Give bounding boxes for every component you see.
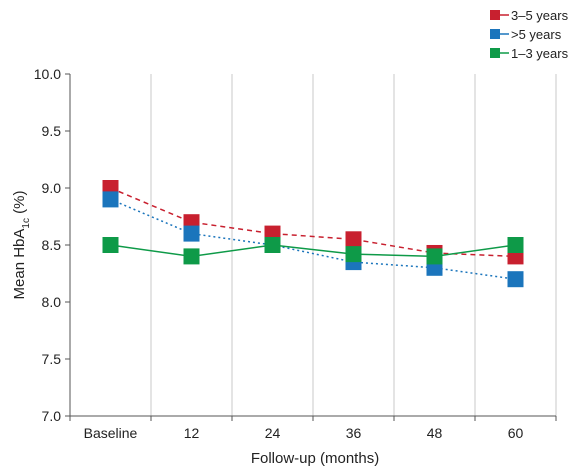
data-point-3-5-years: [346, 231, 362, 247]
y-tick-label: 7.0: [42, 408, 62, 424]
y-tick-label: 9.5: [42, 123, 62, 139]
y-tick-label: 8.0: [42, 294, 62, 310]
x-tick-label: 12: [184, 425, 200, 441]
x-tick-label: 36: [346, 425, 362, 441]
x-tick-label: 24: [265, 425, 281, 441]
y-axis-ticks: 7.0 7.5 8.0 8.5 9.0 9.5 10.0: [34, 66, 70, 424]
data-point-1-3-years: [427, 248, 443, 264]
y-tick-label: 9.0: [42, 180, 62, 196]
data-point-1-3-years: [103, 237, 119, 253]
data-point-1-3-years: [184, 248, 200, 264]
legend-label-5-years: >5 years: [511, 27, 562, 42]
y-axis-title-subscript: 1c: [21, 218, 32, 229]
data-point-1-3-years: [265, 237, 281, 253]
data-point-1-3-years: [508, 237, 524, 253]
data-point-5-years: [184, 226, 200, 242]
y-tick-label: 10.0: [34, 66, 61, 82]
x-tick-label: Baseline: [84, 425, 138, 441]
legend-label-1-3-years: 1–3 years: [511, 46, 569, 61]
x-tick-label: 48: [427, 425, 443, 441]
legend-marker-5-years: [490, 29, 500, 39]
y-tick-label: 7.5: [42, 351, 62, 367]
x-tick-label: 60: [508, 425, 524, 441]
y-tick-label: 8.5: [42, 237, 62, 253]
legend: 3–5 years >5 years 1–3 years: [490, 8, 569, 61]
y-axis-title-unit: (%): [11, 191, 28, 219]
legend-marker-3-5-years: [490, 10, 500, 20]
legend-marker-1-3-years: [490, 48, 500, 58]
x-axis-title: Follow-up (months): [251, 450, 379, 467]
data-point-5-years: [508, 271, 524, 287]
legend-label-3-5-years: 3–5 years: [511, 8, 569, 23]
x-axis-ticks: Baseline 12 24 36 48 60: [70, 416, 556, 441]
y-axis-title-main: Mean HbA: [11, 229, 28, 300]
y-axis-title: Mean HbA1c (%): [11, 191, 32, 300]
data-point-5-years: [103, 191, 119, 207]
data-point-1-3-years: [346, 246, 362, 262]
